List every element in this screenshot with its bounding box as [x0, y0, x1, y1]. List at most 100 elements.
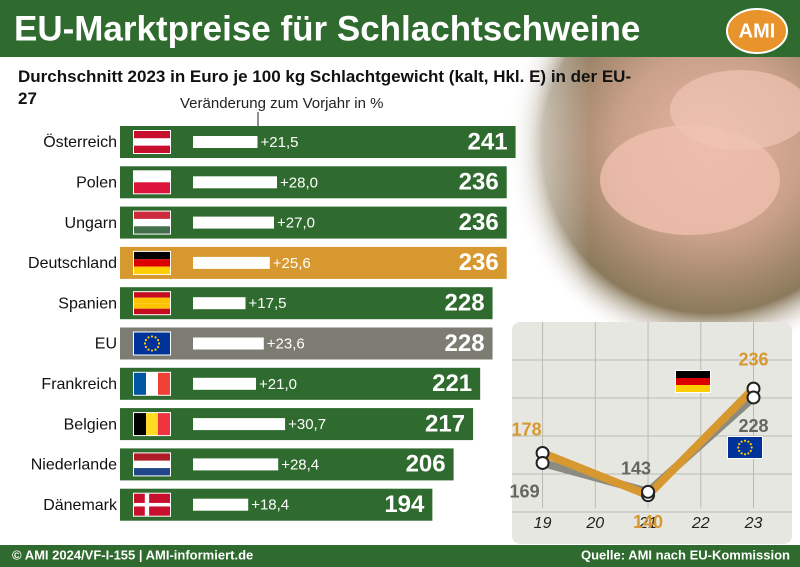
flag-stripe [134, 182, 170, 194]
flag-stripe [134, 251, 170, 260]
category-label: Frankreich [41, 376, 117, 393]
x-tick-label: 23 [744, 515, 763, 532]
flag-stripe [134, 468, 170, 476]
change-bar [193, 418, 286, 431]
flag-star [747, 440, 750, 443]
flag-star [740, 452, 743, 455]
flag-stripe [134, 131, 170, 139]
flag-stripe [728, 437, 762, 458]
x-tick-label: 19 [534, 515, 552, 532]
bar [120, 367, 481, 400]
bar [120, 448, 454, 481]
flag-stripe [676, 385, 710, 392]
marker [641, 484, 656, 499]
flag-stripe [134, 211, 170, 219]
change-bar [193, 337, 264, 350]
chart-title: EU-Marktpreise für Schlachtschweine [14, 9, 640, 48]
flag-stripe [676, 378, 710, 385]
footer-left: © AMI 2024/VF-I-155 | AMI-informiert.de [12, 547, 253, 562]
x-tick-label: 20 [585, 515, 604, 532]
category-label: Belgien [64, 416, 117, 433]
change-label: +28,4 [281, 456, 319, 473]
change-label: +28,0 [280, 174, 318, 191]
category-label: Spanien [58, 295, 117, 312]
flag-star [743, 439, 747, 442]
flag-star [150, 335, 154, 338]
change-bar [193, 458, 279, 471]
flag-stripe [146, 372, 158, 395]
flag-star [156, 338, 160, 342]
flag-stripe [134, 308, 170, 315]
flag-star [154, 336, 157, 339]
value-label: 236 [459, 249, 499, 276]
flag-star [738, 449, 741, 452]
flag-star [750, 446, 753, 449]
bar [120, 408, 474, 441]
flag-stripe [134, 259, 170, 267]
flag-stripe [158, 413, 170, 436]
flag-star [154, 348, 157, 351]
marker [535, 455, 550, 470]
bar [120, 246, 507, 279]
value-label: 241 [468, 128, 508, 155]
bar [120, 166, 507, 199]
value-label: 143 [621, 459, 651, 479]
change-label: +27,0 [277, 215, 315, 232]
x-tick-label: 21 [638, 515, 657, 532]
category-label: Österreich [43, 133, 117, 151]
logo-text: AMI [739, 20, 776, 42]
flag-stripe [676, 371, 710, 378]
category-label: Deutschland [28, 255, 117, 272]
change-label: +21,0 [259, 376, 297, 393]
value-label: 228 [738, 416, 768, 436]
photo-fade [500, 40, 800, 340]
category-label: Dänemark [43, 497, 118, 514]
flag-star [144, 338, 148, 342]
value-label: 140 [633, 512, 663, 532]
bar [120, 206, 507, 239]
flag-stripe [134, 226, 170, 234]
value-label: 169 [510, 482, 540, 502]
flag-star [749, 449, 752, 452]
change-bar [193, 136, 258, 148]
flag-star [147, 336, 150, 339]
change-bar [193, 176, 277, 189]
flag-star [144, 345, 148, 349]
change-bar [193, 498, 249, 511]
change-label: +30,7 [288, 416, 326, 433]
flag-star [740, 440, 743, 443]
x-tick-label: 22 [691, 515, 710, 532]
header-band [0, 0, 800, 57]
flag-stripe [134, 303, 170, 309]
bar [120, 287, 493, 320]
chart-subtitle: Durchschnitt 2023 in Euro je 100 kg Schl… [18, 67, 632, 108]
flag-star [156, 345, 160, 349]
value-label: 217 [425, 410, 465, 437]
change-bar [193, 216, 274, 229]
category-label: Polen [76, 175, 117, 192]
flag-star [737, 446, 740, 449]
flag-stripe [134, 266, 170, 274]
change-label: +23,6 [267, 335, 305, 352]
change-label: +21,5 [261, 134, 299, 151]
bar [120, 126, 516, 158]
change-bar [193, 377, 256, 390]
flag-star [147, 348, 150, 351]
flag-stripe [134, 297, 170, 304]
flag-stripe [134, 460, 170, 469]
flag-stripe [158, 372, 170, 395]
flag-star [743, 453, 747, 456]
bar [120, 327, 493, 360]
flag-star [747, 452, 750, 455]
flag-stripe [134, 171, 170, 183]
change-label: +25,6 [273, 255, 311, 272]
flag-star [157, 342, 161, 345]
flag-star [150, 349, 154, 352]
change-label: +18,4 [251, 497, 289, 514]
value-label: 236 [738, 349, 768, 369]
inset-bg [512, 322, 792, 544]
flag-stripe [146, 413, 158, 436]
flag-stripe [134, 332, 170, 355]
change-bar [193, 297, 246, 310]
bar [120, 488, 433, 521]
